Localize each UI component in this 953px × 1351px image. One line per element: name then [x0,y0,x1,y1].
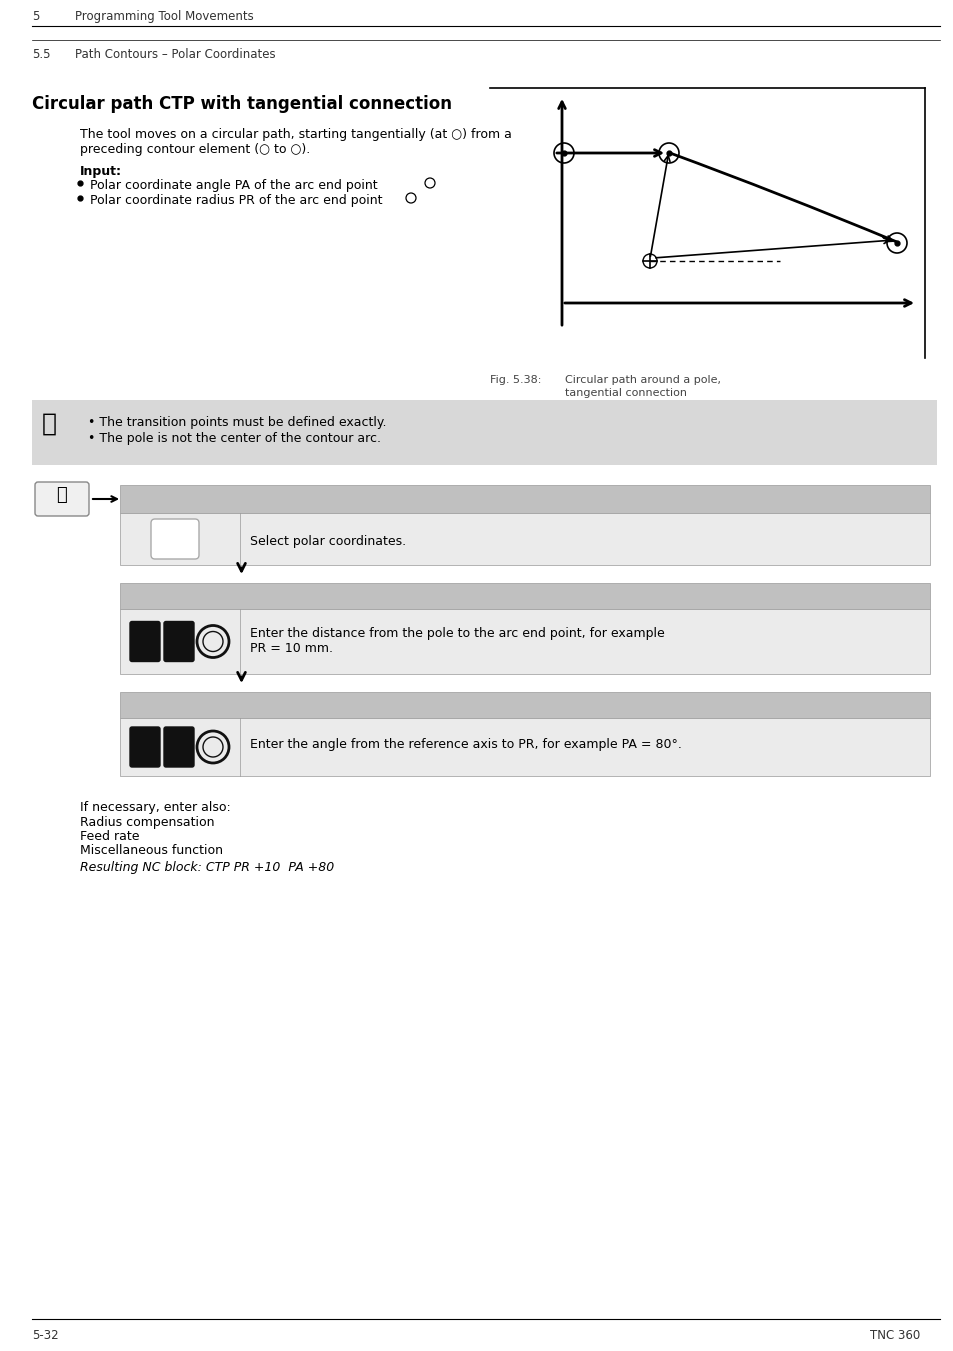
Text: Circular path CTP with tangential connection: Circular path CTP with tangential connec… [32,95,452,113]
FancyBboxPatch shape [164,621,193,662]
Text: Programming Tool Movements: Programming Tool Movements [75,9,253,23]
Text: 5: 5 [32,9,39,23]
FancyBboxPatch shape [35,482,89,516]
Text: Polar coordinate radius PR of the arc end point: Polar coordinate radius PR of the arc en… [90,195,382,207]
FancyBboxPatch shape [164,727,193,767]
Text: Input:: Input: [80,165,122,178]
Text: Path Contours – Polar Coordinates: Path Contours – Polar Coordinates [75,49,275,61]
Text: 🖐: 🖐 [42,412,57,436]
Text: Feed rate: Feed rate [80,830,139,843]
Text: Enter the distance from the pole to the arc end point, for example: Enter the distance from the pole to the … [250,627,664,640]
Text: Select polar coordinates.: Select polar coordinates. [250,535,406,549]
Text: ⌒: ⌒ [56,486,68,504]
FancyBboxPatch shape [130,727,160,767]
Text: If necessary, enter also:: If necessary, enter also: [80,801,231,815]
Text: Miscellaneous function: Miscellaneous function [80,844,223,857]
Bar [120,717,929,775]
Text: Fig. 5.38:: Fig. 5.38: [490,376,540,385]
Bar [120,485,929,513]
Text: TNC 360: TNC 360 [869,1329,919,1342]
Text: The tool moves on a circular path, starting tangentially (at ○) from a: The tool moves on a circular path, start… [80,128,512,141]
Bar [120,692,929,717]
Bar [120,513,929,565]
Text: preceding contour element (○ to ○).: preceding contour element (○ to ○). [80,143,310,155]
Text: tangential connection: tangential connection [564,388,686,399]
Text: • The transition points must be defined exactly.: • The transition points must be defined … [88,416,386,430]
Text: 5-32: 5-32 [32,1329,58,1342]
FancyBboxPatch shape [130,621,160,662]
Text: Radius compensation: Radius compensation [80,816,214,830]
Text: Enter the angle from the reference axis to PR, for example PA = 80°.: Enter the angle from the reference axis … [250,738,681,751]
Text: PR = 10 mm.: PR = 10 mm. [250,642,333,655]
Bar [32,400,936,465]
Text: Resulting NC block: CTP PR +10  PA +80: Resulting NC block: CTP PR +10 PA +80 [80,861,334,874]
Text: 5.5: 5.5 [32,49,51,61]
Text: Circular path around a pole,: Circular path around a pole, [564,376,720,385]
Bar [120,609,929,674]
Text: Polar coordinate angle PA of the arc end point: Polar coordinate angle PA of the arc end… [90,178,377,192]
Bar [120,584,929,609]
Text: • The pole is not the center of the contour arc.: • The pole is not the center of the cont… [88,432,380,444]
FancyBboxPatch shape [151,519,199,559]
